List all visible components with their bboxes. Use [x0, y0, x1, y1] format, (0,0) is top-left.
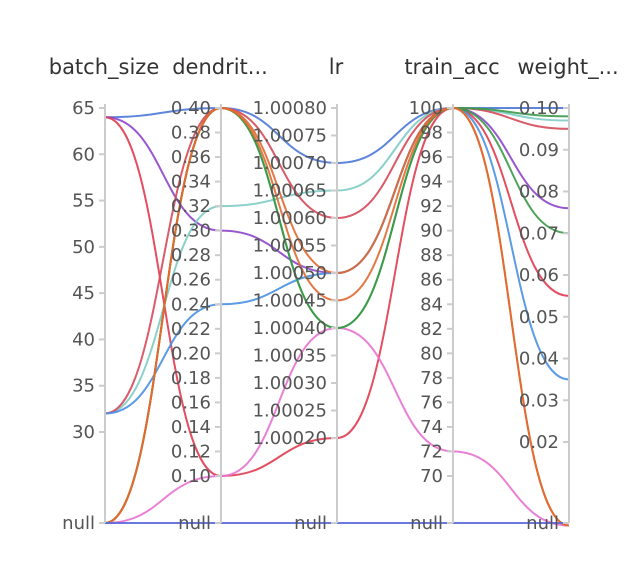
- tick-label: 0.09: [519, 140, 559, 161]
- axis-title[interactable]: train_acc: [404, 55, 499, 80]
- series-line: [104, 106, 570, 478]
- tick-label: 60: [72, 144, 95, 165]
- tick-label: 88: [420, 245, 443, 266]
- tick-label: 78: [420, 368, 443, 389]
- axis-batch_size: batch_size 65 60 55 50 45 40 35 30 null: [49, 55, 160, 534]
- tick-label: 65: [72, 98, 95, 119]
- axes: batch_size6560555045403530nulldendrit...…: [49, 55, 619, 534]
- tick-label: 0.20: [171, 343, 211, 364]
- axis-title[interactable]: lr: [329, 55, 344, 79]
- tick-label: 1.00035: [253, 346, 327, 367]
- tick-label: 1.00075: [253, 126, 327, 147]
- tick-label: 94: [420, 172, 443, 193]
- tick-label: 0.24: [171, 294, 211, 315]
- null-label: null: [410, 513, 443, 534]
- null-label: null: [62, 513, 95, 534]
- axis-lr: lr1.00080 1.00075 1.00070 1.00065 1.00060 1.0…: [253, 55, 344, 534]
- tick-label: 0.36: [171, 147, 211, 168]
- tick-label: 0.38: [171, 123, 211, 144]
- tick-label: 90: [420, 221, 443, 242]
- tick-label: 35: [72, 376, 95, 397]
- tick-label: 1.00050: [253, 263, 327, 284]
- tick-label: 1.00060: [253, 208, 327, 229]
- tick-label: 0.12: [171, 441, 211, 462]
- tick-label: 0.22: [171, 319, 211, 340]
- tick-label: 96: [420, 147, 443, 168]
- tick-label: 0.08: [519, 182, 559, 203]
- tick-label: 50: [72, 237, 95, 258]
- tick-label: 0.18: [171, 368, 211, 389]
- tick-label: 0.05: [519, 307, 559, 328]
- tick-label: 0.32: [171, 196, 211, 217]
- axis-title[interactable]: weight_...: [517, 55, 618, 80]
- tick-label: 0.02: [519, 432, 559, 453]
- tick-label: 1.00080: [253, 98, 327, 119]
- null-label: null: [526, 513, 559, 534]
- axis-title[interactable]: batch_size: [49, 55, 160, 80]
- tick-label: 0.26: [171, 270, 211, 291]
- series-lines: [104, 106, 570, 527]
- tick-label: 0.03: [519, 390, 559, 411]
- tick-label: 1.00065: [253, 181, 327, 202]
- tick-label: 1.00025: [253, 401, 327, 422]
- axis-weight: weight_... 0.10 0.09 0.08 0.07 0.06 0.05 0.04 0.…: [517, 55, 618, 534]
- tick-label: 45: [72, 283, 95, 304]
- tick-label: 0.10: [519, 98, 559, 119]
- tick-label: 82: [420, 319, 443, 340]
- tick-label: 1.00020: [253, 428, 327, 449]
- tick-label: 84: [420, 294, 443, 315]
- tick-label: 70: [420, 466, 443, 487]
- tick-label: 0.04: [519, 349, 559, 370]
- tick-label: 1.00070: [253, 153, 327, 174]
- null-label: null: [178, 513, 211, 534]
- tick-label: 1.00045: [253, 291, 327, 312]
- axis-dendrite: dendrit... 0.40 0.38 0.36 0.34 0.32 0.30 0.28 0.…: [171, 55, 268, 534]
- tick-label: 1.00040: [253, 318, 327, 339]
- tick-label: 40: [72, 329, 95, 350]
- tick-label: 0.06: [519, 265, 559, 286]
- null-label: null: [294, 513, 327, 534]
- tick-label: 0.07: [519, 223, 559, 244]
- tick-label: 1.00055: [253, 236, 327, 257]
- tick-label: 0.10: [171, 466, 211, 487]
- tick-label: 1.00030: [253, 373, 327, 394]
- tick-label: 0.30: [171, 221, 211, 242]
- tick-label: 80: [420, 343, 443, 364]
- tick-label: 72: [420, 441, 443, 462]
- tick-label: 0.28: [171, 245, 211, 266]
- tick-label: 100: [409, 98, 443, 119]
- tick-label: 55: [72, 191, 95, 212]
- tick-label: 0.40: [171, 98, 211, 119]
- tick-label: 0.14: [171, 417, 211, 438]
- tick-label: 76: [420, 392, 443, 413]
- tick-label: 0.16: [171, 392, 211, 413]
- tick-label: 74: [420, 417, 443, 438]
- tick-label: 86: [420, 270, 443, 291]
- tick-label: 0.34: [171, 172, 211, 193]
- tick-label: 30: [72, 422, 95, 443]
- tick-label: 98: [420, 123, 443, 144]
- axis-train_acc: train_acc 100 98 96 94 92 90 88 86 84 82 80 78 76 74 72…: [404, 55, 499, 534]
- tick-label: 92: [420, 196, 443, 217]
- axis-title[interactable]: dendrit...: [172, 55, 268, 79]
